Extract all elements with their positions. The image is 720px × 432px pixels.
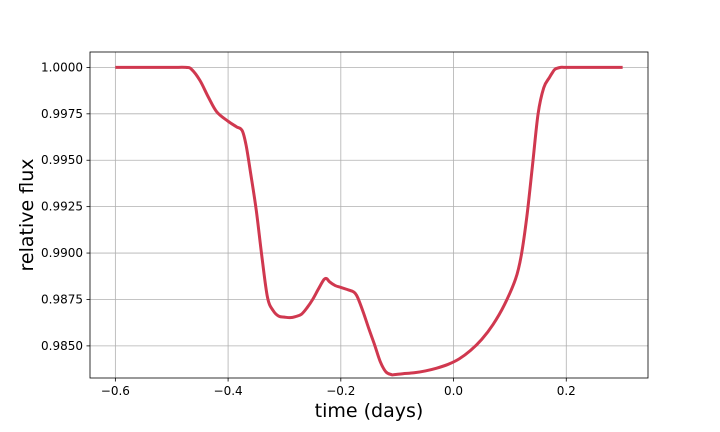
x-tick-label: −0.2 xyxy=(326,384,355,398)
x-tick-label: 0.2 xyxy=(557,384,576,398)
plot-frame xyxy=(89,51,649,379)
series-layer xyxy=(115,65,623,377)
x-axis-label: time (days) xyxy=(315,400,424,422)
x-tick-label: 0.0 xyxy=(444,384,463,398)
y-tick-label: 1.0000 xyxy=(41,60,83,74)
y-tick-label: 0.9875 xyxy=(41,292,83,306)
x-axis: −0.6 −0.4 −0.2 0.0 0.2 xyxy=(101,378,576,398)
y-tick-label: 0.9925 xyxy=(41,200,83,214)
y-tick-label: 0.9950 xyxy=(41,153,83,167)
y-tick-label: 0.9975 xyxy=(41,107,83,121)
y-axis-label: relative flux xyxy=(16,159,38,272)
x-tick-label: −0.4 xyxy=(214,384,243,398)
flux-series-line xyxy=(115,65,623,377)
y-axis: 0.9850 0.9875 0.9900 0.9925 0.9950 0.9975 1.00… xyxy=(41,60,90,353)
y-tick-label: 0.9850 xyxy=(41,339,83,353)
y-tick-label: 0.9900 xyxy=(41,246,83,260)
x-tick-label: −0.6 xyxy=(101,384,130,398)
